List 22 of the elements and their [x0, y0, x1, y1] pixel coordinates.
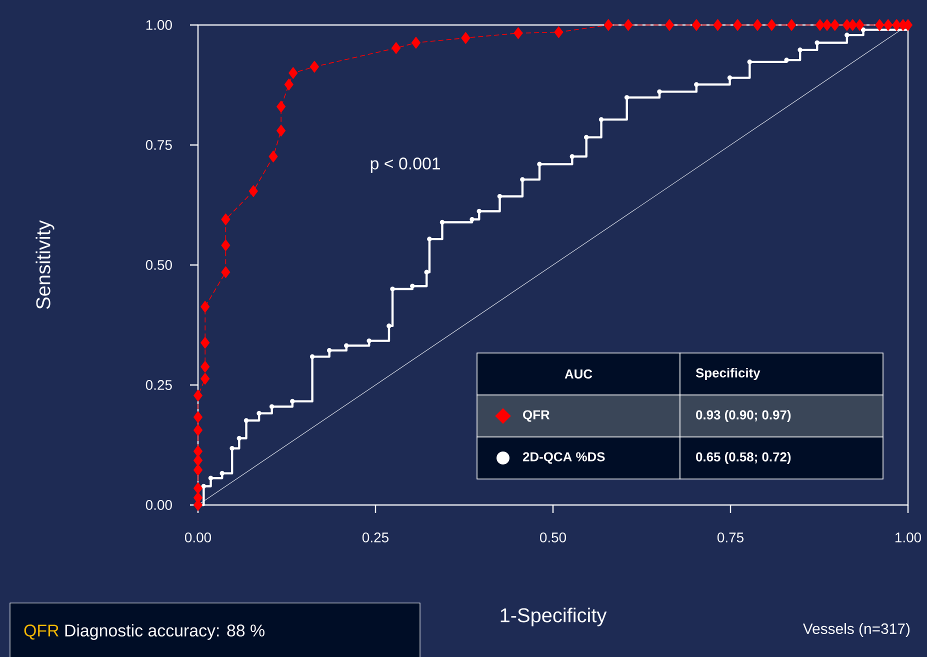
x-tick-label: 0.75 — [717, 532, 744, 542]
y-tick-label: 1.00 — [146, 20, 172, 30]
y-tick-label: 0.50 — [146, 260, 172, 270]
annotation: 0.65 (0.58; 0.72) — [696, 452, 791, 464]
legend-label: QFR — [523, 410, 550, 422]
x-tick-label: 1.00 — [896, 532, 922, 542]
x-tick-label: 0.25 — [362, 532, 388, 542]
annotation: Specificity — [696, 368, 760, 380]
y-tick-label: 0.00 — [146, 500, 172, 510]
annotation: p < 0.001 — [370, 157, 440, 173]
text: Vessels (n=317) — [802, 623, 910, 637]
x-axis-title: 1-Specificity — [500, 608, 607, 626]
text: QFR — [24, 624, 58, 640]
x-tick-label: 0.00 — [184, 532, 212, 542]
y-tick-label: 0.25 — [146, 380, 172, 390]
annotation: 0.93 (0.90; 0.97) — [696, 410, 791, 422]
text: Diagnostic accuracy: 88 % — [65, 624, 264, 640]
legend-title: AUC — [564, 369, 592, 379]
y-tick-label: 0.75 — [146, 140, 172, 150]
legend-label: 2D-QCA %DS — [522, 452, 605, 464]
x-tick-label: 0.50 — [540, 532, 566, 542]
y-axis-title: Sensitivity — [36, 220, 54, 309]
